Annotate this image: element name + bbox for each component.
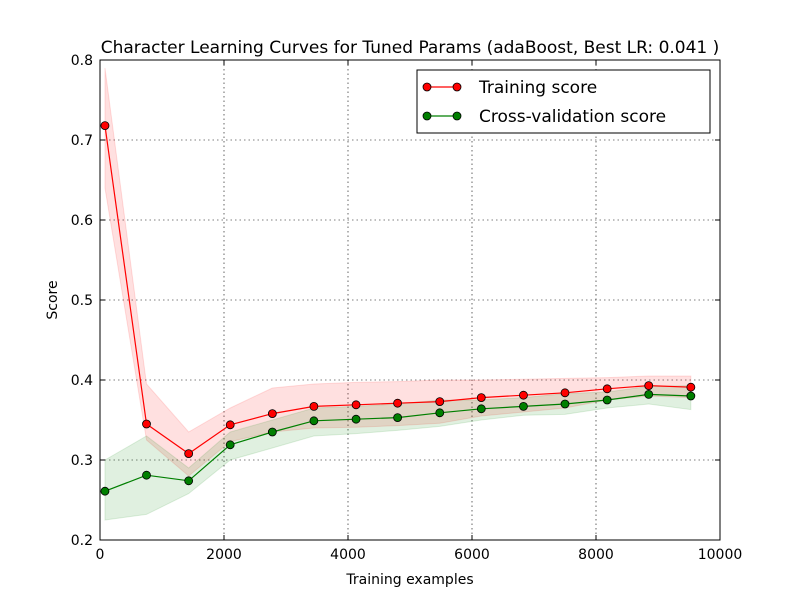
chart-title: Character Learning Curves for Tuned Para… [101,38,720,58]
x-tick-label: 8000 [578,547,614,563]
point-series-1 [644,389,654,399]
point-series-1 [225,440,235,450]
x-tick-label: 6000 [454,547,490,563]
series-lines [100,121,696,496]
legend-label-0: Training score [478,78,597,98]
point-series-1 [560,399,570,409]
y-axis-label: Score [45,280,61,319]
point-series-1 [100,486,110,496]
confidence-bands [104,67,692,521]
point-series-1 [393,413,403,423]
point-series-0 [267,409,277,419]
y-tick-label: 0.6 [71,213,93,229]
point-series-0 [560,388,570,398]
y-tick-label: 0.2 [71,533,93,549]
point-series-0 [393,398,403,408]
legend-marker-0 [422,82,432,92]
y-tick-label: 0.5 [71,293,93,309]
point-series-0 [142,419,151,429]
point-series-1 [476,404,486,414]
legend-label-1: Cross-validation score [479,107,666,127]
x-tick-label: 4000 [330,547,366,563]
point-series-1 [351,414,361,424]
legend: Training score Cross-validation score [416,69,711,134]
legend-box [416,69,711,134]
legend-marker-1 [452,111,462,121]
point-series-0 [686,382,696,392]
point-series-0 [309,401,319,411]
y-tick-label: 0.3 [71,453,93,469]
x-tick-label: 0 [96,547,105,563]
point-series-0 [519,390,528,400]
x-axis-label: Training examples [345,572,473,588]
point-series-0 [184,449,194,459]
point-series-1 [267,427,277,437]
point-series-1 [519,401,528,411]
grid [100,60,720,540]
x-tick-label: 2000 [206,547,242,563]
legend-marker-1 [422,111,432,121]
point-series-1 [142,470,151,480]
point-series-0 [225,420,235,430]
y-tick-label: 0.4 [71,373,93,389]
point-series-1 [184,476,194,486]
point-series-0 [351,400,361,410]
y-tick-label: 0.8 [71,53,93,69]
point-series-1 [309,416,319,426]
axis-ticks: 0 2000 4000 6000 8000 10000 0.2 0.3 0.4 0.5 0.6 0.7… [71,53,743,563]
point-series-1 [435,408,445,418]
point-series-0 [644,381,654,391]
point-series-0 [602,384,612,394]
point-series-0 [435,397,445,407]
y-tick-label: 0.7 [71,133,93,149]
point-series-1 [686,391,696,401]
x-tick-label: 10000 [698,547,743,563]
point-series-0 [100,121,110,130]
legend-marker-0 [452,82,462,92]
point-series-0 [476,393,486,403]
point-series-1 [602,395,612,405]
